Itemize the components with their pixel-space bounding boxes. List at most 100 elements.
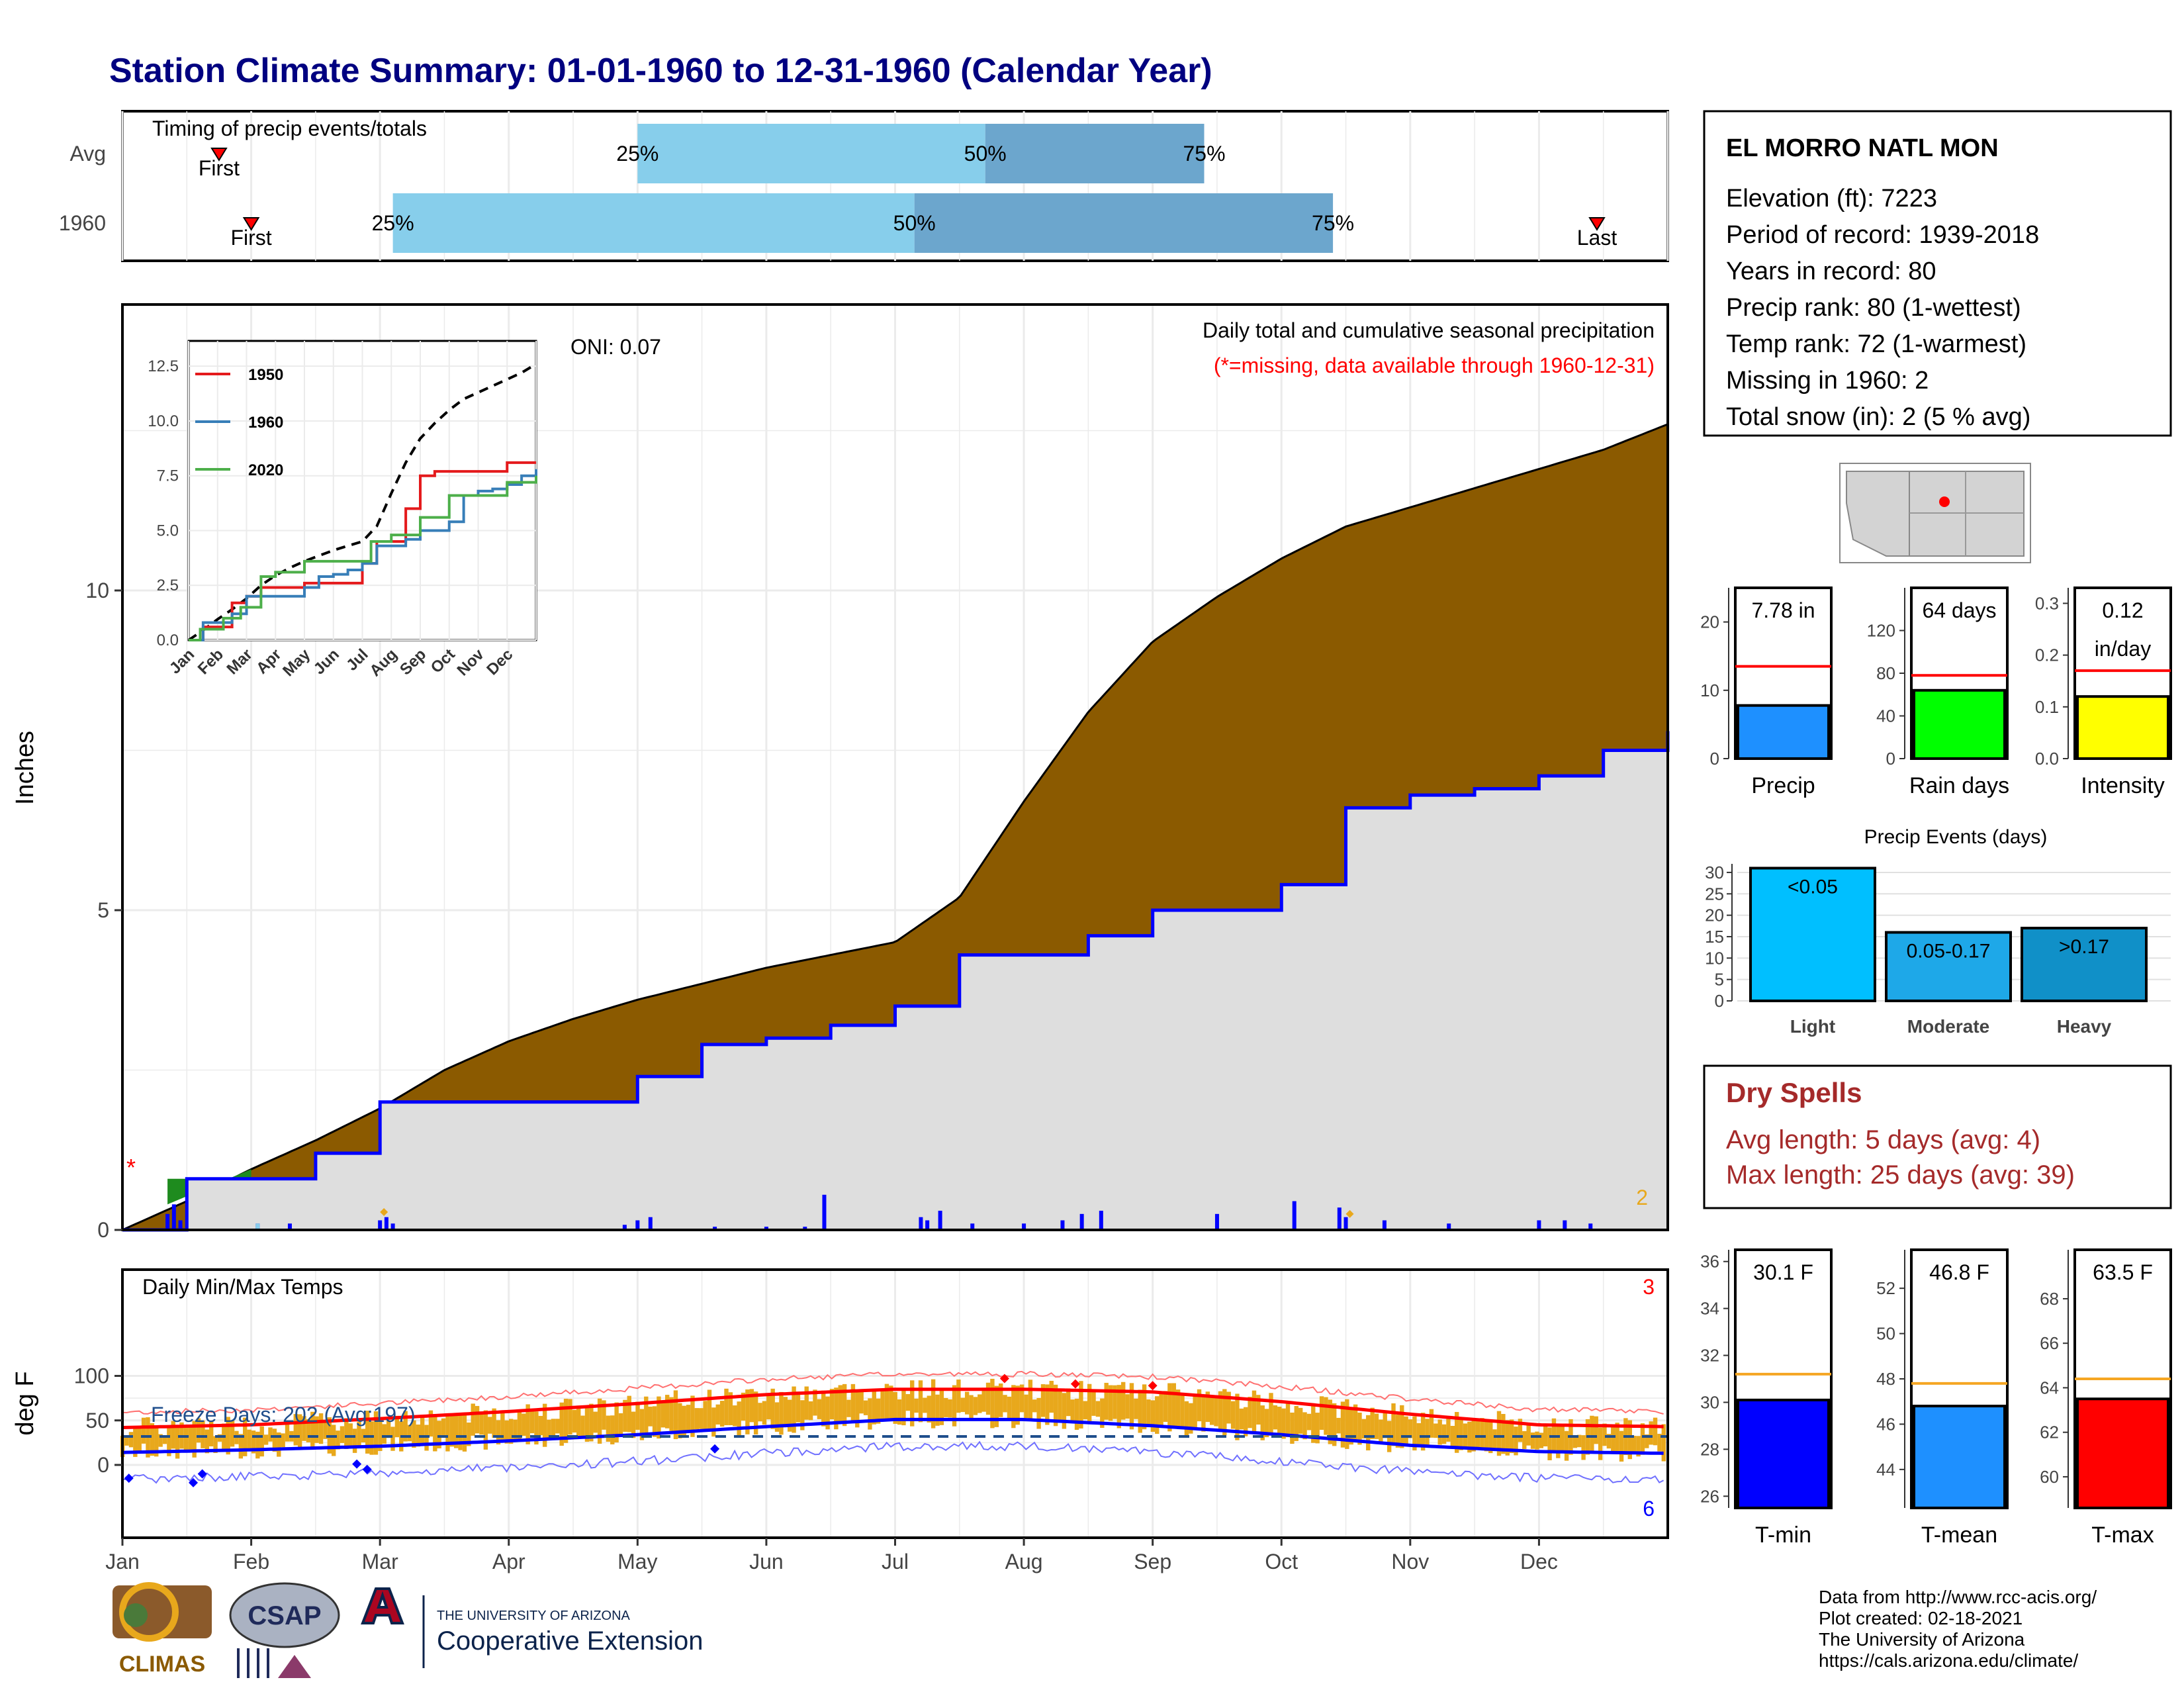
inset-legend-label: 2020 [248,461,283,479]
avg-max-line [122,1387,1664,1429]
precip-y-tick: 0 [97,1218,109,1242]
panel-y-tick: 20 [1700,612,1719,632]
panel-category: T-min [1755,1523,1811,1548]
credit-line: https://cals.arizona.edu/climate/ [1819,1650,2078,1671]
month-tick: Apr [492,1550,525,1573]
daily-precip-bar [1060,1220,1065,1230]
oni-label: ONI: 0.07 [570,335,661,359]
credit-line: Data from http://www.rcc-acis.org/ [1819,1587,2097,1607]
credit-line: The University of Arizona [1819,1629,2025,1650]
panel-value: 7.78 in [1751,598,1815,622]
timing-bar-upper [985,124,1205,183]
month-tick: Nov [1391,1550,1429,1573]
daily-precip-bar [390,1223,395,1230]
panel-y-tick: 48 [1876,1369,1895,1389]
temp-y-tick: 100 [74,1364,109,1388]
dry-spells-title: Dry Spells [1726,1077,1862,1108]
events-bar [1749,867,1876,1002]
daily-precip-bar [1337,1207,1342,1230]
station-info-line: Elevation (ft): 7223 [1726,185,1937,212]
timing-marker [210,148,228,162]
events-bar [2021,927,2148,1002]
panel-y-tick: 46 [1876,1414,1895,1434]
events-y-tick: 20 [1705,906,1724,925]
ua-logo: THE UNIVERSITY OF ARIZONA Cooperative Ex… [361,1587,703,1668]
freeze-days-label: Freeze Days: 202 (Avg:197) [151,1403,416,1427]
record-low-marker [362,1464,372,1474]
daily-precip-bar [171,1204,176,1230]
timing-bar-upper [914,193,1334,253]
month-tick: Jul [882,1550,909,1573]
panel-value: 64 days [1922,598,1996,622]
events-y-tick: 15 [1705,927,1724,947]
panel-y-tick: 0 [1710,749,1719,769]
cumulative-year-line [122,731,1670,1232]
panel-y-tick: 44 [1876,1460,1895,1479]
station-info-line: Period of record: 1939-2018 [1726,221,2039,249]
station-name: EL MORRO NATL MON [1726,134,1999,162]
month-tick: May [617,1550,657,1573]
daily-precip-bar [970,1223,975,1230]
precip-y-tick: 5 [97,898,109,922]
daily-precip-bar [1588,1223,1593,1230]
dry-avg-length: Avg length: 5 days (avg: 4) [1726,1125,2040,1154]
panel-bar [2076,1397,2169,1509]
record-low-marker [352,1459,362,1469]
daily-precip-bar [178,1220,183,1230]
inset-y-tick: 5.0 [157,522,179,539]
credit-line: Plot created: 02-18-2021 [1819,1608,2023,1628]
panel-y-tick: 0.3 [2035,593,2059,613]
panel-y-tick: 30 [1700,1392,1719,1412]
timing-marker [242,217,260,231]
missing-marker: * [126,1154,136,1181]
inset-y-tick: 2.5 [157,577,179,594]
panel-y-tick: 10 [1700,680,1719,700]
events-title: Precip Events (days) [1864,826,2048,848]
timing-pct-label: 50% [893,211,936,235]
daily-precip-bar [803,1227,807,1230]
timing-marker-label: First [230,226,271,250]
panel-value: 30.1 F [1753,1260,1813,1284]
panel-y-tick: 50 [1876,1324,1895,1344]
intensity-panel: 0.0 0.1 0.2 0.3 0.12 in/day Intensity [2035,586,2172,798]
daily-precip-bar [822,1194,827,1230]
month-tick: Aug [1005,1550,1043,1573]
precip-note: Daily total and cumulative seasonal prec… [1203,318,1655,342]
temp-y-tick: 0 [97,1453,109,1477]
station-info-line: Precip rank: 80 (1-wettest) [1726,294,2021,322]
cumulative-year-area [122,731,1668,1230]
daily-precip-bar [635,1220,640,1230]
panel-y-tick: 68 [2040,1289,2059,1309]
daily-precip-bar [1079,1213,1084,1230]
events-y-tick: 25 [1705,884,1724,904]
missing-note: (*=missing, data available through 1960-… [1214,353,1655,377]
tmax-panel: 60 62 64 66 68 63.5 F T-max [2040,1248,2172,1548]
month-tick: Feb [233,1550,269,1573]
dry-spells-box: Dry Spells Avg length: 5 days (avg: 4) M… [1703,1064,2172,1209]
temp-panel: Daily Min/Max Temps Freeze Days: 202 (Av… [11,1268,1669,1573]
inset-legend-label: 1960 [248,414,283,432]
panel-y-tick: 0.1 [2035,697,2059,717]
daily-precip-bar [1099,1211,1103,1230]
csap-logo: CSAP [229,1582,340,1678]
dry-max-length: Max length: 25 days (avg: 39) [1726,1160,2075,1190]
daily-precip-bar [1447,1223,1451,1230]
panel-y-tick: 60 [2040,1467,2059,1487]
rain-days-panel: 0 40 80 120 64 days Rain days [1867,586,2009,798]
record-high-marker [999,1374,1009,1383]
panel-bar [1737,704,1830,761]
panel-category: Rain days [1909,773,2009,798]
panel-y-tick: 26 [1700,1486,1719,1506]
timing-pct-label: 50% [964,142,1007,165]
ua-extension: Cooperative Extension [437,1626,703,1656]
events-category: Moderate [1907,1016,1989,1037]
timing-row-year: 1960 [59,211,106,235]
month-tick: Mar [362,1550,398,1573]
record-low-count: 6 [1643,1497,1655,1521]
daily-precip-bar [378,1220,383,1230]
precip-panel: * 2 ONI: 0.07 Daily total and cumulative… [11,303,1670,1242]
temp-label: Daily Min/Max Temps [142,1275,343,1299]
inset-y-tick: 7.5 [157,467,179,485]
precip-y-tick: 10 [85,579,109,602]
panel-y-tick: 120 [1867,621,1895,641]
